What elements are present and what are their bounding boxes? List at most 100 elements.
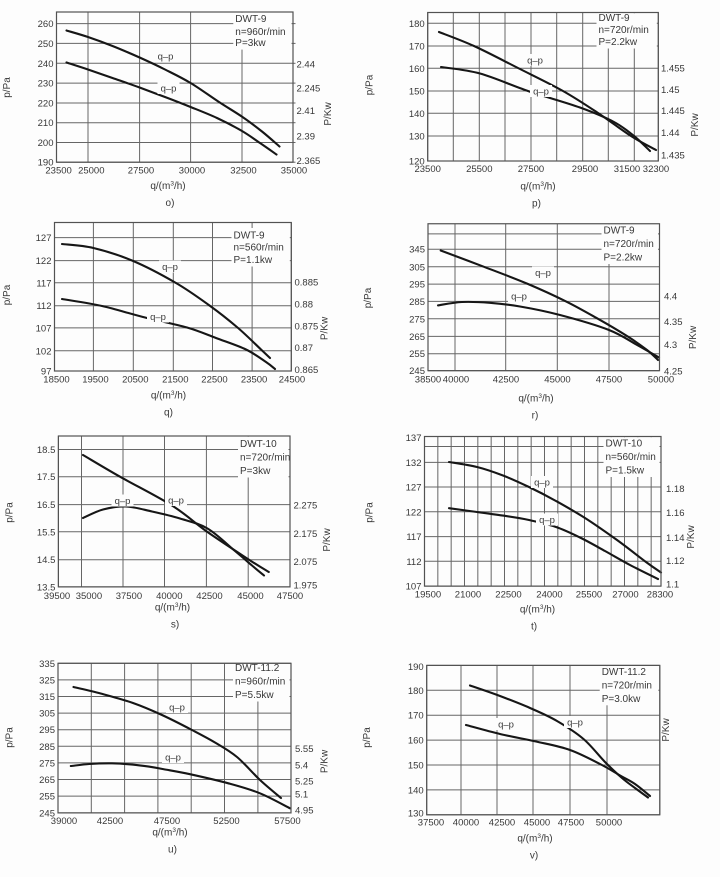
svg-text:q–p: q–p bbox=[115, 496, 131, 507]
svg-text:p/Pa: p/Pa bbox=[363, 287, 374, 308]
svg-text:17.5: 17.5 bbox=[37, 472, 56, 483]
svg-text:2.075: 2.075 bbox=[294, 557, 318, 568]
svg-text:r): r) bbox=[532, 411, 539, 422]
svg-text:q–p: q–p bbox=[567, 718, 583, 729]
svg-text:p/Pa: p/Pa bbox=[5, 502, 16, 523]
svg-text:57500: 57500 bbox=[274, 816, 300, 827]
svg-text:31500: 31500 bbox=[614, 164, 640, 175]
svg-text:37500: 37500 bbox=[116, 591, 142, 602]
svg-text:47500: 47500 bbox=[154, 816, 180, 827]
svg-text:25500: 25500 bbox=[576, 590, 602, 601]
svg-text:25000: 25000 bbox=[78, 166, 104, 177]
svg-text:4.35: 4.35 bbox=[664, 317, 683, 328]
svg-text:23500: 23500 bbox=[241, 375, 267, 386]
svg-text:170: 170 bbox=[409, 42, 425, 53]
svg-text:122: 122 bbox=[36, 256, 52, 267]
svg-text:q/(m3/h): q/(m3/h) bbox=[520, 181, 555, 193]
svg-text:P/Kw: P/Kw bbox=[661, 718, 672, 742]
svg-text:4.95: 4.95 bbox=[295, 806, 314, 817]
svg-text:p/Pa: p/Pa bbox=[365, 502, 376, 523]
svg-text:120: 120 bbox=[409, 157, 425, 168]
svg-text:P/Kw: P/Kw bbox=[320, 316, 331, 340]
svg-text:285: 285 bbox=[39, 742, 55, 753]
svg-text:21500: 21500 bbox=[162, 375, 188, 386]
svg-text:112: 112 bbox=[406, 557, 421, 568]
svg-text:q–p: q–p bbox=[169, 703, 185, 714]
svg-text:n=720r/min: n=720r/min bbox=[602, 681, 652, 692]
svg-text:127: 127 bbox=[36, 233, 52, 244]
svg-text:47500: 47500 bbox=[596, 375, 622, 386]
svg-text:102: 102 bbox=[36, 346, 52, 357]
svg-text:q–p: q–p bbox=[161, 84, 177, 95]
svg-text:n=960r/min: n=960r/min bbox=[235, 677, 285, 688]
svg-text:22500: 22500 bbox=[201, 375, 227, 386]
svg-text:18500: 18500 bbox=[43, 375, 69, 386]
svg-text:117: 117 bbox=[36, 278, 51, 289]
svg-text:DWT-9: DWT-9 bbox=[599, 13, 631, 24]
svg-text:47500: 47500 bbox=[277, 591, 303, 602]
svg-text:5.4: 5.4 bbox=[295, 761, 308, 772]
svg-text:p): p) bbox=[532, 199, 541, 210]
svg-text:42500: 42500 bbox=[489, 818, 515, 829]
svg-text:n=720r/min: n=720r/min bbox=[604, 239, 654, 250]
svg-text:14.5: 14.5 bbox=[37, 555, 56, 566]
svg-text:122: 122 bbox=[406, 507, 422, 518]
svg-text:P/Kw: P/Kw bbox=[322, 528, 333, 552]
svg-text:P=2.2kw: P=2.2kw bbox=[604, 253, 643, 264]
svg-text:0.88: 0.88 bbox=[295, 300, 314, 311]
svg-text:42500: 42500 bbox=[493, 375, 519, 386]
svg-text:140: 140 bbox=[408, 785, 424, 796]
svg-text:127: 127 bbox=[406, 483, 422, 494]
svg-text:40000: 40000 bbox=[453, 818, 479, 829]
svg-text:130: 130 bbox=[409, 132, 425, 143]
svg-text:q/(m3/h): q/(m3/h) bbox=[152, 827, 187, 839]
svg-text:275: 275 bbox=[39, 758, 55, 769]
svg-text:o): o) bbox=[166, 198, 175, 209]
svg-text:1.12: 1.12 bbox=[666, 556, 685, 567]
svg-text:255: 255 bbox=[39, 792, 55, 803]
svg-text:240: 240 bbox=[38, 59, 54, 70]
svg-text:q/(m3/h): q/(m3/h) bbox=[517, 833, 552, 845]
svg-text:q–p: q–p bbox=[162, 262, 178, 273]
svg-text:q): q) bbox=[164, 408, 173, 419]
svg-text:275: 275 bbox=[409, 314, 425, 325]
svg-text:p/Pa: p/Pa bbox=[2, 77, 13, 98]
svg-text:245: 245 bbox=[409, 366, 425, 377]
svg-text:200: 200 bbox=[38, 138, 54, 149]
svg-text:107: 107 bbox=[406, 582, 422, 593]
svg-text:39500: 39500 bbox=[44, 591, 70, 602]
svg-text:q–p: q–p bbox=[168, 496, 184, 507]
svg-text:52500: 52500 bbox=[213, 816, 239, 827]
svg-text:21000: 21000 bbox=[455, 590, 481, 601]
svg-text:P/Kw: P/Kw bbox=[688, 325, 699, 349]
svg-text:30000: 30000 bbox=[179, 166, 205, 177]
svg-text:32500: 32500 bbox=[230, 166, 256, 177]
svg-text:50000: 50000 bbox=[596, 818, 622, 829]
svg-text:2.44: 2.44 bbox=[297, 60, 316, 71]
svg-text:q–p: q–p bbox=[158, 52, 174, 63]
svg-text:150: 150 bbox=[409, 87, 425, 98]
svg-text:27500: 27500 bbox=[128, 166, 154, 177]
svg-text:P=1.1kw: P=1.1kw bbox=[234, 255, 273, 266]
svg-text:P=3kw: P=3kw bbox=[240, 466, 271, 477]
svg-text:1.18: 1.18 bbox=[666, 484, 685, 495]
svg-text:18.5: 18.5 bbox=[37, 445, 56, 456]
svg-text:16.5: 16.5 bbox=[37, 500, 56, 511]
svg-text:q–p: q–p bbox=[533, 87, 549, 98]
svg-text:q/(m3/h): q/(m3/h) bbox=[151, 390, 186, 402]
svg-text:180: 180 bbox=[408, 686, 424, 697]
svg-text:47500: 47500 bbox=[558, 818, 584, 829]
svg-text:1.16: 1.16 bbox=[666, 508, 685, 519]
svg-text:4.25: 4.25 bbox=[664, 367, 683, 378]
svg-text:2.245: 2.245 bbox=[297, 84, 321, 95]
svg-text:p/Pa: p/Pa bbox=[362, 727, 373, 748]
svg-text:130: 130 bbox=[408, 809, 424, 820]
svg-text:220: 220 bbox=[38, 99, 54, 110]
svg-text:1.1: 1.1 bbox=[666, 580, 679, 591]
svg-text:q–p: q–p bbox=[535, 268, 551, 279]
svg-text:27000: 27000 bbox=[612, 590, 638, 601]
svg-text:P=2.2kw: P=2.2kw bbox=[599, 37, 638, 48]
svg-text:P/Kw: P/Kw bbox=[323, 102, 334, 126]
svg-text:260: 260 bbox=[38, 19, 54, 30]
svg-text:295: 295 bbox=[409, 280, 425, 291]
